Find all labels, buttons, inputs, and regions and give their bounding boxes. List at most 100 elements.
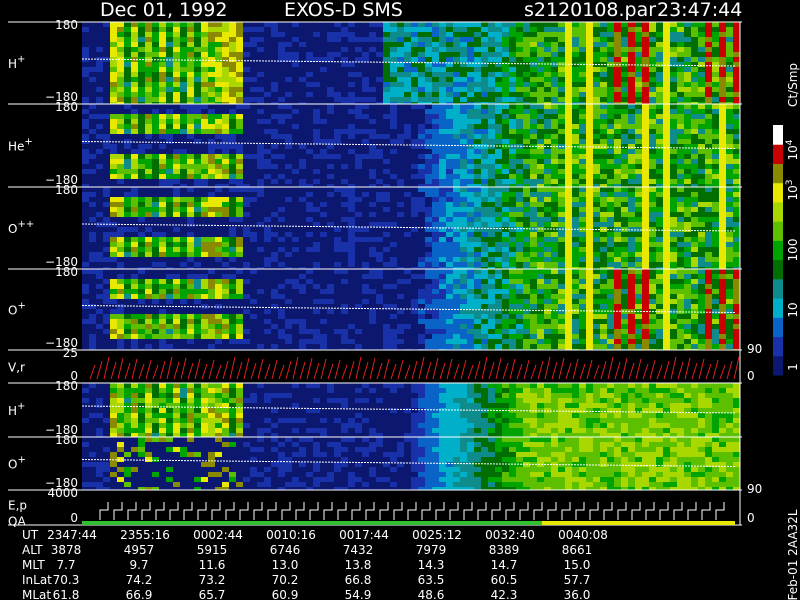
- spectrogram-cell: [495, 87, 502, 92]
- spectrogram-cell: [124, 154, 131, 159]
- spectrogram-cell: [572, 309, 579, 314]
- spectrogram-cell: [460, 149, 467, 154]
- spectrogram-cell: [530, 187, 537, 192]
- spectrogram-cell: [229, 77, 236, 82]
- spectrogram-cell: [733, 134, 740, 139]
- spectrogram-cell: [474, 32, 481, 37]
- spectrogram-cell: [677, 37, 684, 42]
- spectrogram-cell: [460, 184, 467, 187]
- spectrogram-cell: [271, 114, 278, 119]
- spectrogram-cell: [467, 344, 474, 349]
- spectrogram-cell: [621, 319, 628, 324]
- spectrogram-cell: [614, 299, 621, 304]
- spectrogram-cell: [691, 393, 698, 398]
- spectrogram-cell: [607, 169, 614, 174]
- spectrogram-cell: [194, 52, 201, 57]
- spectrogram-cell: [187, 104, 194, 109]
- spectrogram-cell: [537, 294, 544, 299]
- spectrogram-cell: [551, 252, 558, 257]
- spectrogram-cell: [313, 129, 320, 134]
- spectrogram-cell: [642, 269, 649, 274]
- spectrogram-cell: [355, 159, 362, 164]
- spectrogram-cell: [460, 252, 467, 257]
- spectrogram-cell: [229, 92, 236, 97]
- spectrogram-cell: [593, 339, 600, 344]
- spectrogram-cell: [684, 37, 691, 42]
- spectrogram-cell: [733, 32, 740, 37]
- spectrogram-cell: [180, 92, 187, 97]
- spectrogram-cell: [635, 27, 642, 32]
- spectrogram-cell: [446, 324, 453, 329]
- spectrogram-cell: [523, 222, 530, 227]
- spectrogram-cell: [110, 42, 117, 47]
- spectrogram-cell: [649, 339, 656, 344]
- spectrogram-cell: [663, 339, 670, 344]
- spectrogram-cell: [628, 383, 635, 388]
- spectrogram-cell: [474, 247, 481, 252]
- spectrogram-cell: [348, 247, 355, 252]
- spectrogram-cell: [222, 383, 229, 388]
- spectrogram-cell: [460, 72, 467, 77]
- spectrogram-cell: [712, 72, 719, 77]
- spectrogram-cell: [572, 129, 579, 134]
- spectrogram-cell: [432, 267, 439, 269]
- spectrogram-cell: [418, 27, 425, 32]
- spectrogram-cell: [243, 262, 250, 267]
- spectrogram-cell: [117, 314, 124, 319]
- spectrogram-cell: [614, 242, 621, 247]
- spectrogram-cell: [572, 393, 579, 398]
- spectrogram-cell: [194, 67, 201, 72]
- spectrogram-cell: [600, 388, 607, 393]
- spectrogram-cell: [208, 159, 215, 164]
- spectrogram-cell: [621, 274, 628, 279]
- spectrogram-cell: [453, 262, 460, 267]
- spectrogram-cell: [670, 262, 677, 267]
- spectrogram-cell: [285, 179, 292, 184]
- spectrogram-cell: [705, 119, 712, 124]
- spectrogram-cell: [628, 192, 635, 197]
- spectrogram-cell: [187, 109, 194, 114]
- spectrogram-cell: [586, 289, 593, 294]
- spectrogram-cell: [656, 47, 663, 52]
- spectrogram-cell: [222, 97, 229, 102]
- spectrogram-cell: [579, 164, 586, 169]
- spectrogram-cell: [621, 134, 628, 139]
- spectrogram-cell: [488, 202, 495, 207]
- spectrogram-cell: [516, 324, 523, 329]
- spectrogram-cell: [166, 174, 173, 179]
- spectrogram-cell: [453, 247, 460, 252]
- spectrogram-cell: [404, 62, 411, 67]
- spectrogram-cell: [460, 52, 467, 57]
- spectrogram-cell: [649, 114, 656, 119]
- spectrogram-cell: [229, 393, 236, 398]
- spectrogram-cell: [551, 314, 558, 319]
- spectrogram-cell: [229, 144, 236, 149]
- spectrogram-cell: [117, 62, 124, 67]
- spectrogram-cell: [187, 257, 194, 262]
- spectrogram-cell: [439, 212, 446, 217]
- spectrogram-cell: [229, 154, 236, 159]
- spectrogram-cell: [313, 179, 320, 184]
- spectrogram-cell: [362, 114, 369, 119]
- spectrogram-cell: [453, 237, 460, 242]
- spectrogram-cell: [579, 87, 586, 92]
- spectrogram-cell: [495, 72, 502, 77]
- spectrogram-cell: [222, 184, 229, 187]
- spectrogram-cell: [502, 52, 509, 57]
- spectrogram-cell: [159, 334, 166, 339]
- spectrogram-cell: [551, 388, 558, 393]
- spectrogram-cell: [488, 62, 495, 67]
- spectrogram-cell: [145, 97, 152, 102]
- spectrogram-cell: [712, 104, 719, 109]
- spectrogram-cell: [558, 314, 565, 319]
- spectrogram-cell: [656, 109, 663, 114]
- spectrogram-cell: [607, 192, 614, 197]
- spectrogram-cell: [432, 32, 439, 37]
- spectrogram-cell: [439, 383, 446, 388]
- spectrogram-cell: [684, 114, 691, 119]
- spectrogram-cell: [432, 388, 439, 393]
- spectrogram-cell: [663, 294, 670, 299]
- spectrogram-cell: [726, 267, 733, 269]
- spectrogram-cell: [558, 294, 565, 299]
- spectrogram-cell: [131, 393, 138, 398]
